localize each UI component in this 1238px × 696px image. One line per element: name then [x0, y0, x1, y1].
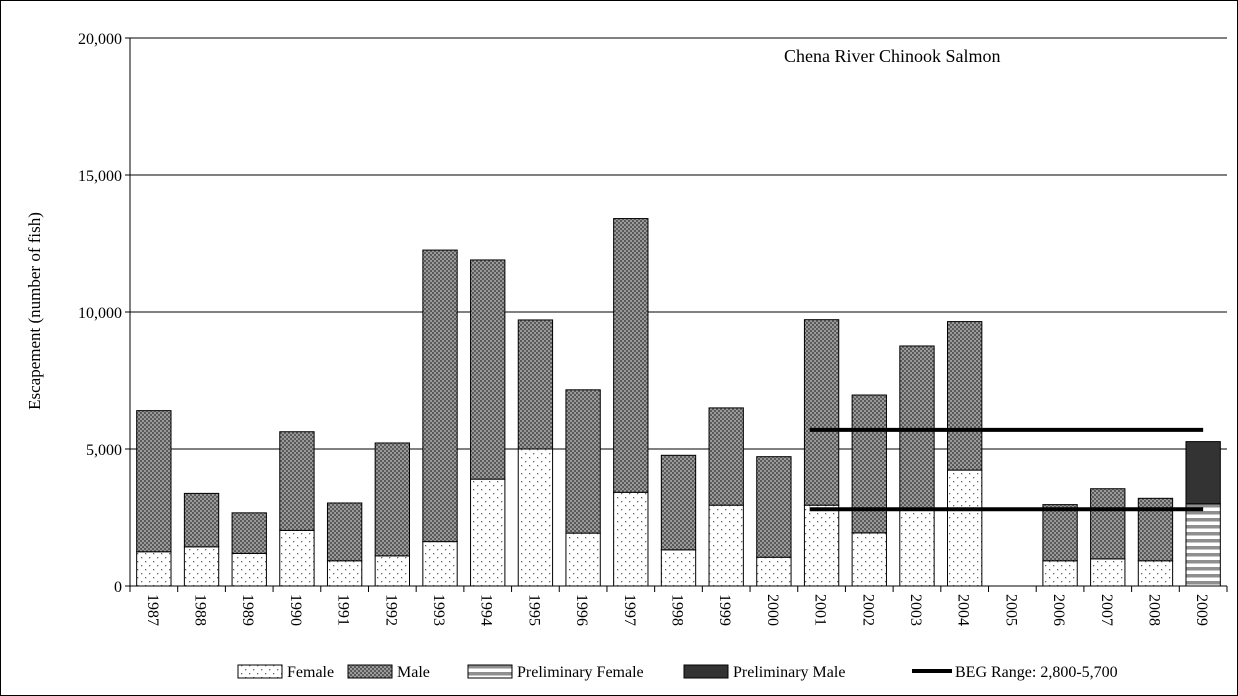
x-tick-label-1989: 1989 — [239, 594, 256, 626]
x-tick-label-2005: 2005 — [1002, 594, 1019, 626]
x-tick-label-2006: 2006 — [1050, 594, 1067, 626]
bar-female-2000 — [756, 556, 792, 587]
bar-female-1987 — [136, 551, 172, 587]
bar-male-1987 — [136, 410, 172, 553]
y-tick-label-3: 15,000 — [78, 168, 122, 185]
bar-female-1999 — [708, 504, 744, 587]
bar-male-2003 — [899, 345, 935, 510]
x-tick-label-1990: 1990 — [287, 594, 304, 626]
legend-swatch-preliminary-male — [683, 664, 729, 679]
x-tick-label-1992: 1992 — [382, 594, 399, 626]
x-tick-label-2007: 2007 — [1098, 594, 1115, 626]
x-tick-label-1998: 1998 — [669, 594, 686, 626]
bar-male-2004 — [947, 321, 983, 471]
bar-female-2001 — [803, 504, 840, 587]
bar-male-2000 — [756, 456, 792, 558]
bar-male-2001 — [803, 319, 840, 506]
legend-swatch-preliminary-female — [467, 664, 513, 679]
bar-male-1989 — [231, 512, 267, 554]
bar-male-1992 — [374, 442, 410, 557]
bar-male-2007 — [1090, 488, 1126, 560]
bar-male-1993 — [422, 249, 458, 543]
x-tick-label-1997: 1997 — [621, 594, 638, 626]
bar-male-1995 — [517, 319, 554, 450]
bar-female-1994 — [470, 478, 506, 587]
bar-female-1989 — [231, 552, 267, 587]
bar-female-2002 — [851, 532, 887, 587]
x-tick-label-1993: 1993 — [430, 594, 447, 626]
bar-female-1998 — [660, 549, 697, 587]
bar-male-1988 — [183, 492, 220, 548]
bar-male-1999 — [708, 407, 744, 506]
x-tick-label-1988: 1988 — [192, 594, 209, 626]
bar-male-2006 — [1042, 504, 1078, 562]
x-tick-label-1994: 1994 — [478, 594, 495, 626]
y-axis-title: Escapement (number of fish) — [25, 212, 44, 410]
bar-male-1990 — [279, 431, 315, 531]
legend-label-preliminary-male: Preliminary Male — [733, 664, 845, 681]
bar-preliminary-female-2009 — [1185, 503, 1221, 587]
y-tick-label-1: 5,000 — [86, 442, 122, 459]
x-tick-label-1991: 1991 — [335, 594, 352, 626]
legend-label-female: Female — [287, 664, 334, 681]
x-tick-label-2004: 2004 — [955, 594, 972, 626]
y-tick-label-2: 10,000 — [78, 305, 122, 322]
bar-female-2006 — [1042, 560, 1078, 587]
bar-female-2003 — [899, 508, 935, 587]
x-tick-labels: 1987 1988 1989 1990 1991 1992 1993 1994 1995 1996… — [144, 594, 1210, 626]
bar-male-1997 — [613, 218, 649, 493]
x-tick-label-1996: 1996 — [573, 594, 590, 626]
x-tick-label-1999: 1999 — [716, 594, 733, 626]
bar-female-2008 — [1137, 560, 1174, 587]
bar-male-1996 — [565, 389, 601, 534]
bar-female-1997 — [613, 491, 649, 587]
x-tick-label-2009: 2009 — [1193, 594, 1210, 626]
bar-female-1992 — [374, 555, 410, 587]
legend: Female Male Preliminary Female Prelimina… — [237, 664, 1118, 681]
y-tick-label-0: 0 — [114, 579, 122, 596]
bar-female-1988 — [183, 546, 220, 587]
bar-female-2004 — [947, 469, 983, 587]
beg-range-lines — [809, 427, 1204, 512]
bar-male-2002 — [851, 394, 887, 534]
bar-female-1993 — [422, 541, 458, 587]
bar-male-1994 — [470, 259, 506, 480]
x-tick-label-2001: 2001 — [812, 594, 829, 626]
y-tick-label-4: 20,000 — [78, 31, 122, 48]
legend-label-preliminary-female: Preliminary Female — [517, 664, 644, 681]
bar-preliminary-male-2009 — [1185, 441, 1221, 505]
legend-swatch-female — [237, 664, 283, 679]
bar-female-1996 — [565, 532, 601, 587]
legend-swatch-male — [347, 664, 393, 679]
x-tick-label-1987: 1987 — [144, 594, 161, 626]
bar-female-1995 — [517, 448, 554, 587]
x-tick-label-2003: 2003 — [907, 594, 924, 626]
x-tick-label-2002: 2002 — [859, 594, 876, 626]
bar-male-1991 — [326, 502, 363, 562]
bar-male-1998 — [660, 454, 697, 551]
legend-label-beg-range: BEG Range: 2,800-5,700 — [955, 664, 1118, 681]
x-tick-label-1995: 1995 — [525, 594, 542, 626]
y-tick-labels: 0 5,000 10,000 15,000 20,000 — [78, 31, 122, 596]
x-tick-label-2008: 2008 — [1145, 594, 1162, 626]
chart-title: Chena River Chinook Salmon — [784, 46, 1000, 66]
x-tick-label-2000: 2000 — [764, 594, 781, 626]
bar-female-1990 — [279, 529, 315, 587]
legend-label-male: Male — [397, 664, 430, 681]
bar-female-1991 — [326, 560, 363, 587]
bar-female-2007 — [1090, 558, 1126, 587]
axes — [125, 37, 1228, 592]
